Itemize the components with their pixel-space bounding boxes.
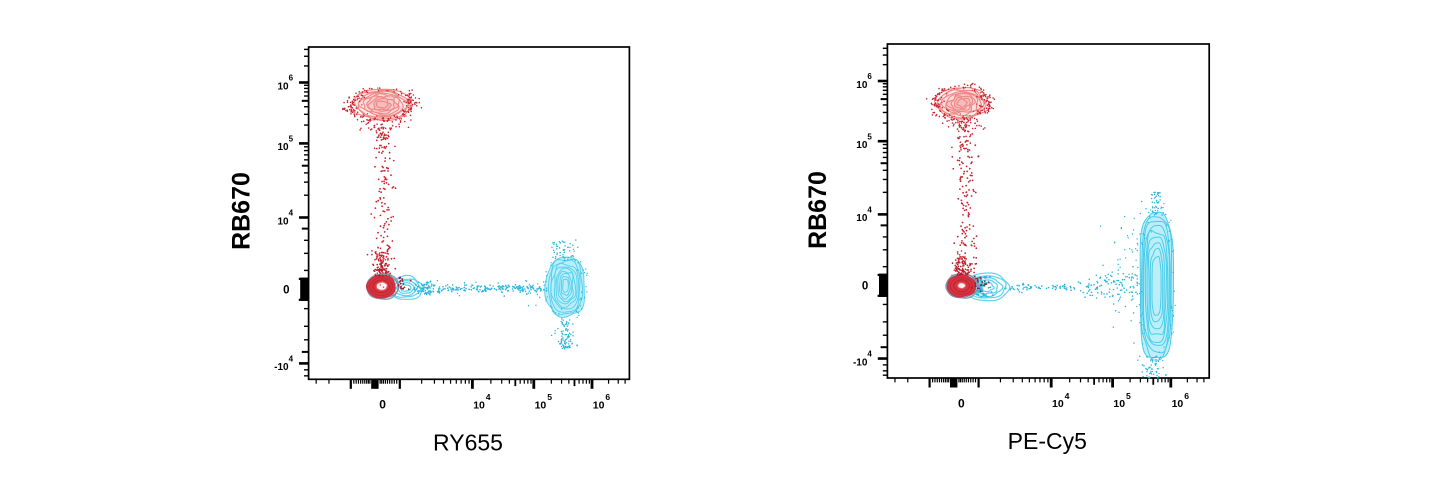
svg-text:5: 5 <box>867 132 872 141</box>
svg-text:10: 10 <box>856 140 868 151</box>
svg-text:-10: -10 <box>853 357 868 368</box>
svg-text:RY655: RY655 <box>433 429 503 455</box>
svg-text:10: 10 <box>473 400 485 412</box>
svg-text:4: 4 <box>1065 391 1070 401</box>
svg-text:10: 10 <box>277 142 289 153</box>
svg-text:10: 10 <box>1052 398 1064 410</box>
svg-text:0: 0 <box>862 280 868 292</box>
svg-text:4: 4 <box>867 206 872 215</box>
svg-text:10: 10 <box>277 81 289 92</box>
svg-text:PE-Cy5: PE-Cy5 <box>1008 428 1087 454</box>
svg-text:4: 4 <box>486 392 491 402</box>
svg-text:-10: -10 <box>274 362 289 373</box>
svg-text:4: 4 <box>289 209 294 218</box>
svg-text:10: 10 <box>277 216 289 227</box>
svg-text:6: 6 <box>1184 391 1189 401</box>
svg-text:5: 5 <box>547 392 552 402</box>
svg-text:10: 10 <box>1113 398 1125 410</box>
svg-text:6: 6 <box>867 72 872 81</box>
svg-text:0: 0 <box>958 396 965 410</box>
svg-text:4: 4 <box>867 350 872 359</box>
svg-text:0: 0 <box>283 284 289 296</box>
svg-text:5: 5 <box>289 135 294 144</box>
svg-text:RB670: RB670 <box>804 171 832 249</box>
svg-text:6: 6 <box>289 74 294 83</box>
svg-text:10: 10 <box>856 80 868 91</box>
svg-text:4: 4 <box>289 355 294 364</box>
svg-text:6: 6 <box>605 392 610 402</box>
svg-text:10: 10 <box>535 400 547 412</box>
svg-text:0: 0 <box>379 398 386 412</box>
svg-text:10: 10 <box>593 400 605 412</box>
svg-text:RB670: RB670 <box>228 172 256 250</box>
svg-text:5: 5 <box>1126 391 1131 401</box>
svg-text:10: 10 <box>856 213 868 224</box>
svg-text:10: 10 <box>1172 398 1184 410</box>
